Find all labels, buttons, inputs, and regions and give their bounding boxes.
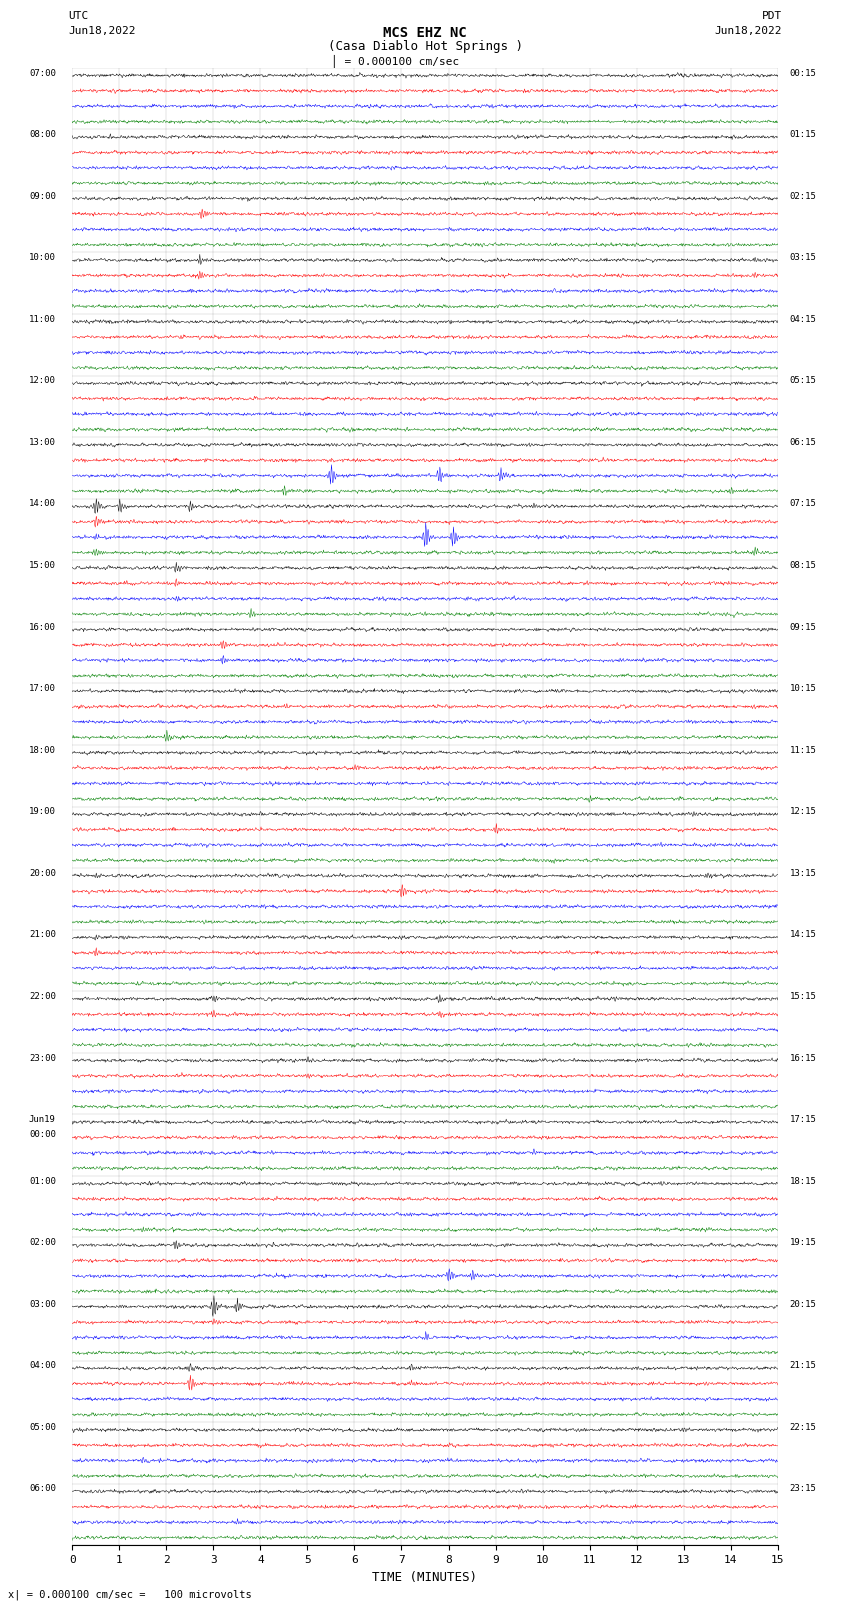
Text: 08:00: 08:00 [29, 131, 56, 139]
Text: x| = 0.000100 cm/sec =   100 microvolts: x| = 0.000100 cm/sec = 100 microvolts [8, 1589, 252, 1600]
Text: 15:15: 15:15 [790, 992, 816, 1002]
Text: 04:15: 04:15 [790, 315, 816, 324]
Text: Jun19: Jun19 [29, 1115, 56, 1124]
Text: 01:00: 01:00 [29, 1176, 56, 1186]
Text: 09:00: 09:00 [29, 192, 56, 200]
Text: 14:15: 14:15 [790, 931, 816, 939]
Text: 07:00: 07:00 [29, 68, 56, 77]
Text: 05:00: 05:00 [29, 1423, 56, 1432]
Text: 04:00: 04:00 [29, 1361, 56, 1371]
Text: 03:00: 03:00 [29, 1300, 56, 1308]
Text: │ = 0.000100 cm/sec: │ = 0.000100 cm/sec [332, 55, 459, 68]
Text: 11:00: 11:00 [29, 315, 56, 324]
Text: 01:15: 01:15 [790, 131, 816, 139]
Text: 06:00: 06:00 [29, 1484, 56, 1494]
Text: 16:15: 16:15 [790, 1053, 816, 1063]
Text: 10:15: 10:15 [790, 684, 816, 694]
Text: PDT: PDT [762, 11, 782, 21]
Text: 22:00: 22:00 [29, 992, 56, 1002]
Text: 03:15: 03:15 [790, 253, 816, 263]
X-axis label: TIME (MINUTES): TIME (MINUTES) [372, 1571, 478, 1584]
Text: 20:00: 20:00 [29, 869, 56, 877]
Text: 20:15: 20:15 [790, 1300, 816, 1308]
Text: 22:15: 22:15 [790, 1423, 816, 1432]
Text: 02:00: 02:00 [29, 1239, 56, 1247]
Text: 18:00: 18:00 [29, 745, 56, 755]
Text: 13:15: 13:15 [790, 869, 816, 877]
Text: 07:15: 07:15 [790, 500, 816, 508]
Text: 21:00: 21:00 [29, 931, 56, 939]
Text: 06:15: 06:15 [790, 437, 816, 447]
Text: 08:15: 08:15 [790, 561, 816, 569]
Text: 00:00: 00:00 [29, 1131, 56, 1139]
Text: 13:00: 13:00 [29, 437, 56, 447]
Text: 11:15: 11:15 [790, 745, 816, 755]
Text: Jun18,2022: Jun18,2022 [68, 26, 135, 35]
Text: UTC: UTC [68, 11, 88, 21]
Text: Jun18,2022: Jun18,2022 [715, 26, 782, 35]
Text: 23:00: 23:00 [29, 1053, 56, 1063]
Text: 21:15: 21:15 [790, 1361, 816, 1371]
Text: MCS EHZ NC: MCS EHZ NC [383, 26, 467, 40]
Text: 23:15: 23:15 [790, 1484, 816, 1494]
Text: 17:00: 17:00 [29, 684, 56, 694]
Text: 00:15: 00:15 [790, 68, 816, 77]
Text: 19:00: 19:00 [29, 806, 56, 816]
Text: 02:15: 02:15 [790, 192, 816, 200]
Text: 12:15: 12:15 [790, 806, 816, 816]
Text: (Casa Diablo Hot Springs ): (Casa Diablo Hot Springs ) [327, 40, 523, 53]
Text: 14:00: 14:00 [29, 500, 56, 508]
Text: 05:15: 05:15 [790, 376, 816, 386]
Text: 10:00: 10:00 [29, 253, 56, 263]
Text: 17:15: 17:15 [790, 1115, 816, 1124]
Text: 16:00: 16:00 [29, 623, 56, 632]
Text: 18:15: 18:15 [790, 1176, 816, 1186]
Text: 12:00: 12:00 [29, 376, 56, 386]
Text: 09:15: 09:15 [790, 623, 816, 632]
Text: 19:15: 19:15 [790, 1239, 816, 1247]
Text: 15:00: 15:00 [29, 561, 56, 569]
